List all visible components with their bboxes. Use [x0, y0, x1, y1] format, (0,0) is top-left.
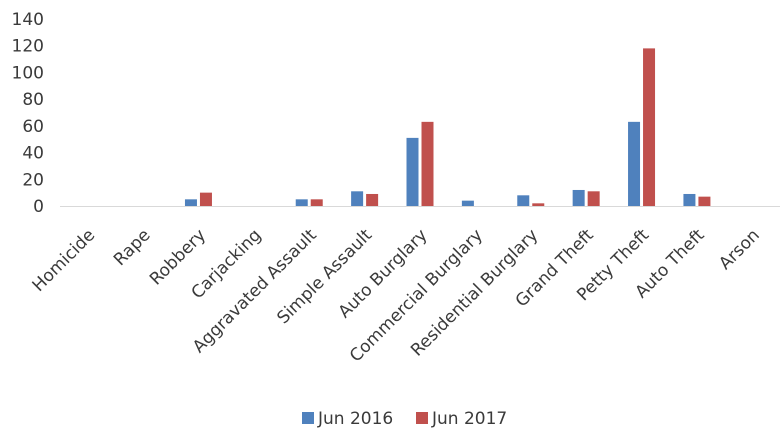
y-tick-label: 60: [22, 117, 44, 137]
category-label: Rape: [110, 225, 155, 270]
legend-label: Jun 2017: [431, 409, 507, 429]
category-label: Simple Assault: [273, 225, 376, 328]
legend-swatch: [302, 412, 314, 424]
bar-series2: [698, 196, 711, 206]
category-labels: Homicide RapeRobberyCarjackingAggravated …: [29, 225, 764, 366]
bar-series-group: [184, 48, 711, 207]
y-tick-label: 120: [12, 37, 44, 57]
bar-series2: [366, 193, 379, 206]
bar-series2: [587, 191, 600, 206]
y-tick-label: 0: [33, 197, 44, 217]
y-tick-label: 100: [12, 63, 44, 83]
y-tick-label: 20: [22, 170, 44, 190]
y-tick-label: 40: [22, 144, 44, 164]
bar-series1: [461, 200, 474, 206]
bar-series2: [310, 199, 323, 206]
bar-series2: [421, 121, 434, 206]
y-tick-label: 80: [22, 90, 44, 110]
y-tick-label: 140: [12, 10, 44, 30]
bar-series1: [295, 199, 308, 206]
bar-series1: [184, 199, 197, 206]
category-label: Arson: [715, 225, 764, 274]
legend-label: Jun 2016: [317, 409, 393, 429]
bar-series2: [532, 203, 545, 206]
bar-series1: [517, 195, 530, 206]
bar-series1: [351, 191, 364, 206]
bar-series1: [406, 137, 419, 206]
legend: Jun 2016 Jun 2017: [302, 409, 507, 429]
bar-series1: [572, 189, 585, 206]
bar-series1: [628, 121, 641, 206]
y-axis: 0 20 40 60 80 100 120 140: [12, 10, 44, 217]
bar-series1: [683, 193, 696, 206]
bar-series2: [199, 192, 212, 206]
bar-series2: [643, 48, 656, 207]
legend-swatch: [416, 412, 428, 424]
category-label: Homicide: [29, 225, 100, 296]
